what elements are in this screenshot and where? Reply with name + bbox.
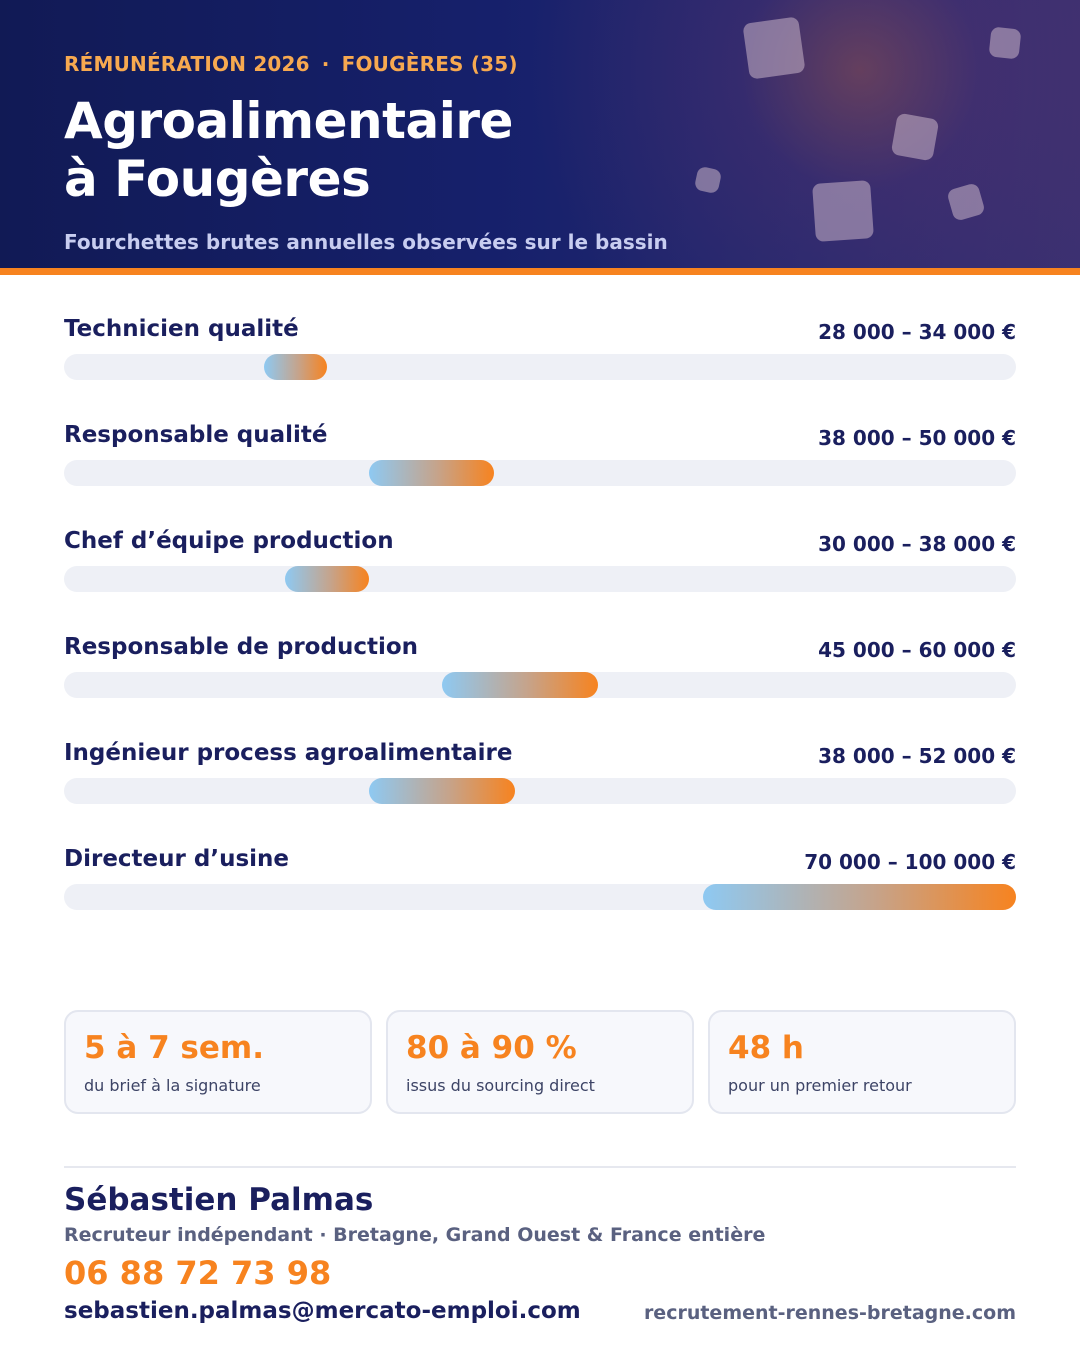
range-track <box>64 672 1016 698</box>
decorative-square <box>988 26 1022 60</box>
range-bar <box>285 566 369 592</box>
salary-range-label: 28 000 – 34 000 € <box>818 320 1016 344</box>
stat-value: 80 à 90 % <box>406 1030 577 1066</box>
stat-value: 5 à 7 sem. <box>84 1030 264 1066</box>
salary-row: Ingénieur process agroalimentaire 38 000 … <box>64 740 1016 846</box>
job-title-label: Technicien qualité <box>64 316 299 342</box>
header-accent-stripe <box>0 268 1080 275</box>
stat-card: 5 à 7 sem. du brief à la signature <box>64 1010 372 1114</box>
job-title-label: Ingénieur process agroalimentaire <box>64 740 513 766</box>
decorative-square <box>693 165 723 195</box>
footer-divider <box>64 1166 1016 1168</box>
range-track <box>64 778 1016 804</box>
salary-row: Responsable qualité 38 000 – 50 000 € <box>64 422 1016 528</box>
eyebrow: RÉMUNÉRATION 2026 · FOUGÈRES (35) <box>64 52 518 76</box>
range-bar <box>368 778 515 804</box>
decorative-square <box>890 112 940 162</box>
range-track <box>64 884 1016 910</box>
contact-name: Sébastien Palmas <box>64 1182 374 1218</box>
stats-cards: 5 à 7 sem. du brief à la signature 80 à 90… <box>64 1010 1016 1114</box>
range-track <box>64 460 1016 486</box>
salary-row: Responsable de production 45 000 – 60 000… <box>64 634 1016 740</box>
salary-range-label: 30 000 – 38 000 € <box>818 532 1016 556</box>
salary-range-label: 38 000 – 50 000 € <box>818 426 1016 450</box>
salary-row: Chef d’équipe production 30 000 – 38 000 … <box>64 528 1016 634</box>
salary-row: Technicien qualité 28 000 – 34 000 € <box>64 316 1016 422</box>
page-subtitle: Fourchettes brutes annuelles observées s… <box>64 230 668 254</box>
salary-range-label: 38 000 – 52 000 € <box>818 744 1016 768</box>
decorative-square <box>812 180 874 242</box>
eyebrow-separator: · <box>321 52 330 76</box>
range-track <box>64 566 1016 592</box>
job-title-label: Responsable qualité <box>64 422 328 448</box>
range-bar <box>264 354 327 380</box>
stat-card: 48 h pour un premier retour <box>708 1010 1016 1114</box>
decorative-square <box>742 16 806 80</box>
range-track <box>64 354 1016 380</box>
eyebrow-year: RÉMUNÉRATION 2026 <box>64 52 310 76</box>
job-title-label: Directeur d’usine <box>64 846 289 872</box>
stat-label: issus du sourcing direct <box>406 1076 595 1095</box>
stat-card: 80 à 90 % issus du sourcing direct <box>386 1010 694 1114</box>
stat-label: pour un premier retour <box>728 1076 912 1095</box>
contact-email[interactable]: sebastien.palmas@mercato-emploi.com <box>64 1298 581 1324</box>
stat-label: du brief à la signature <box>84 1076 261 1095</box>
contact-website[interactable]: recrutement-rennes-bretagne.com <box>643 1302 1016 1324</box>
salary-range-chart: Technicien qualité 28 000 – 34 000 € Respo… <box>64 316 1016 952</box>
title-line-1: Agroalimentaire <box>64 92 513 150</box>
title-line-2: à Fougères <box>64 150 371 208</box>
decorative-square <box>946 182 986 222</box>
eyebrow-location: FOUGÈRES (35) <box>341 52 518 76</box>
range-bar <box>368 460 495 486</box>
job-title-label: Chef d’équipe production <box>64 528 394 554</box>
job-title-label: Responsable de production <box>64 634 419 660</box>
header-banner: RÉMUNÉRATION 2026 · FOUGÈRES (35) Agroalim… <box>0 0 1080 268</box>
salary-range-label: 70 000 – 100 000 € <box>804 850 1016 874</box>
range-bar <box>441 672 599 698</box>
salary-row: Directeur d’usine 70 000 – 100 000 € <box>64 846 1016 952</box>
contact-phone[interactable]: 06 88 72 73 98 <box>64 1254 332 1292</box>
range-bar <box>702 884 1016 910</box>
salary-range-label: 45 000 – 60 000 € <box>818 638 1016 662</box>
page-title: Agroalimentaire à Fougères <box>64 92 513 208</box>
stat-value: 48 h <box>728 1030 805 1066</box>
contact-role: Recruteur indépendant · Bretagne, Grand … <box>64 1224 766 1246</box>
